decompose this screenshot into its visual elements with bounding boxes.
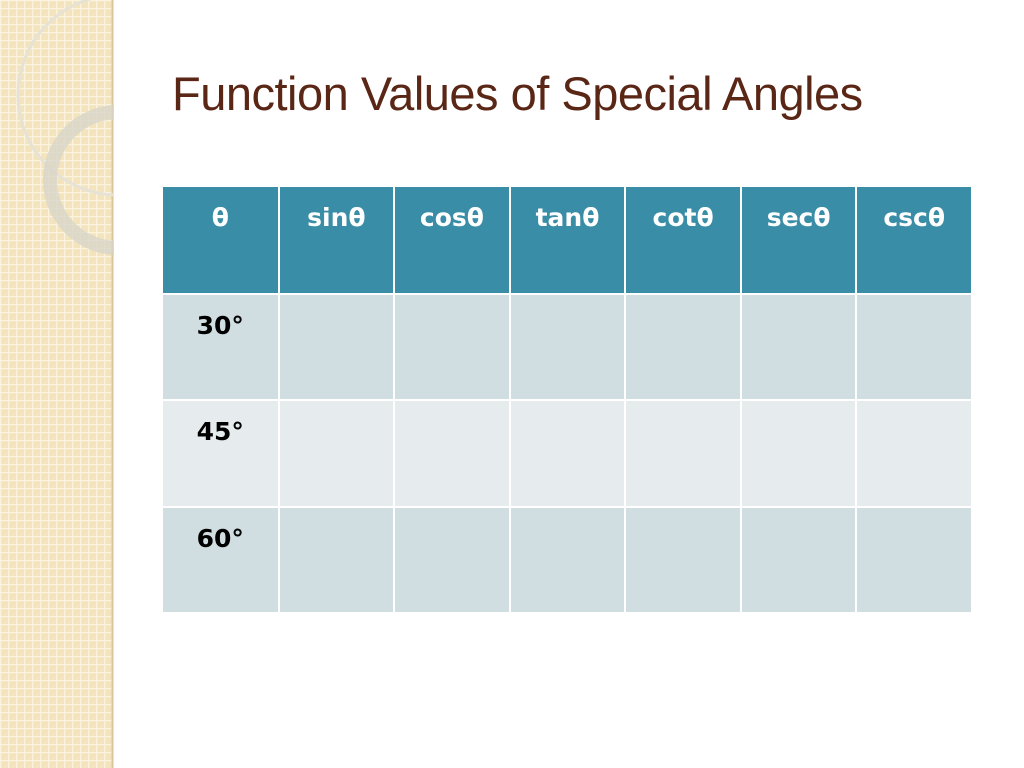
empty-cell: [279, 294, 394, 399]
decor-strip: [0, 0, 114, 768]
row-label: 45°: [163, 401, 278, 506]
empty-cell: [510, 294, 625, 399]
header-cell: sinθ: [279, 187, 394, 293]
empty-cell: [279, 507, 394, 612]
empty-cell: [741, 507, 856, 612]
empty-cell: [395, 401, 509, 506]
header-cell: cosθ: [395, 187, 509, 293]
header-cell: tanθ: [510, 187, 625, 293]
empty-cell: [626, 401, 740, 506]
empty-cell: [857, 401, 971, 506]
row-label: 30°: [163, 294, 278, 399]
empty-cell: [741, 401, 856, 506]
empty-cell: [510, 401, 625, 506]
row-label: 60°: [163, 507, 278, 612]
empty-cell: [626, 507, 740, 612]
empty-cell: [395, 294, 509, 399]
empty-cell: [510, 507, 625, 612]
header-cell: secθ: [741, 187, 856, 293]
header-cell: cotθ: [626, 187, 740, 293]
slide-title: Function Values of Special Angles: [172, 67, 863, 120]
empty-cell: [626, 294, 740, 399]
empty-cell: [741, 294, 856, 399]
header-cell: θ: [163, 187, 278, 293]
empty-cell: [857, 507, 971, 612]
empty-cell: [857, 294, 971, 399]
empty-cell: [279, 401, 394, 506]
header-cell: cscθ: [857, 187, 971, 293]
empty-cell: [395, 507, 509, 612]
